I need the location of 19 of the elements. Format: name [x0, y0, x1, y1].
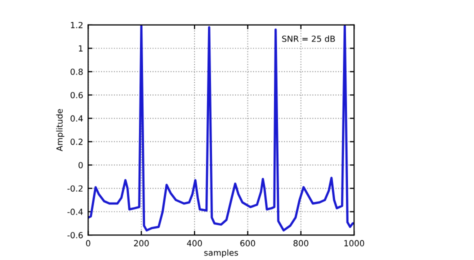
y-tick-label: 1 [78, 45, 83, 52]
y-tick-label: -0.6 [67, 232, 83, 238]
y-tick-label: 0.8 [70, 68, 83, 75]
x-tick-label: 800 [294, 240, 308, 246]
y-axis-title: Amplitude [56, 109, 64, 152]
x-tick-label: 400 [186, 240, 202, 246]
y-tick-label: -0.2 [67, 185, 82, 192]
x-tick-label: 200 [134, 240, 149, 246]
annotation: SNR = 25 dB [282, 35, 335, 42]
x-axis-title: samples [204, 249, 238, 258]
y-tick-label: 1.2 [70, 22, 82, 28]
x-tick-label: 1000 [344, 240, 364, 246]
y-tick-label: 0.6 [70, 92, 83, 98]
y-tick-label: -0.4 [67, 208, 83, 215]
y-tick-label: 0.2 [70, 138, 82, 145]
x-tick-label: 600 [240, 240, 256, 246]
y-tick-label: 0.4 [70, 115, 83, 122]
y-tick-label: 0 [78, 162, 83, 168]
x-tick-label: 0 [86, 240, 90, 246]
